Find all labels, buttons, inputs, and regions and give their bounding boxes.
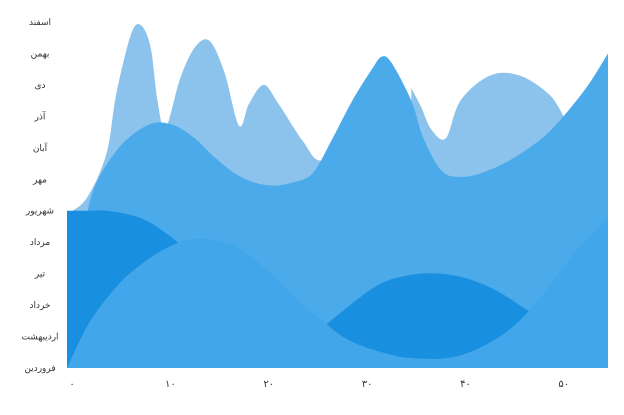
x-tick-label: ۵۰ [558, 379, 569, 390]
y-tick-label: فروردین [24, 364, 55, 374]
x-tick-label: ۱۰ [165, 379, 176, 390]
plot-areas [67, 24, 608, 368]
x-axis: ۰ ۱۰ ۲۰ ۳۰ ۴۰ ۵۰ [69, 379, 569, 390]
x-tick-label: ۰ [69, 379, 74, 390]
y-tick-label: تیر [34, 270, 46, 280]
y-tick-label: خرداد [29, 301, 50, 311]
y-tick-label: اردیبهشت [21, 333, 58, 343]
area-series-6 [67, 217, 608, 368]
x-tick-label: ۳۰ [362, 379, 373, 390]
y-tick-label: شهریور [25, 207, 54, 217]
x-tick-label: ۴۰ [460, 379, 471, 390]
y-tick-label: مرداد [30, 238, 50, 248]
y-tick-label: اسفند [29, 18, 51, 28]
y-tick-label: مهر [32, 175, 47, 185]
y-tick-label: آبان [33, 142, 48, 154]
y-tick-label: بهمن [31, 50, 50, 60]
y-axis: فروردین اردیبهشت خرداد تیر مرداد شهریور مهر آبا… [21, 18, 58, 374]
y-tick-label: دی [34, 81, 45, 91]
x-tick-label: ۲۰ [263, 379, 274, 390]
y-tick-label: آذر [34, 110, 46, 122]
